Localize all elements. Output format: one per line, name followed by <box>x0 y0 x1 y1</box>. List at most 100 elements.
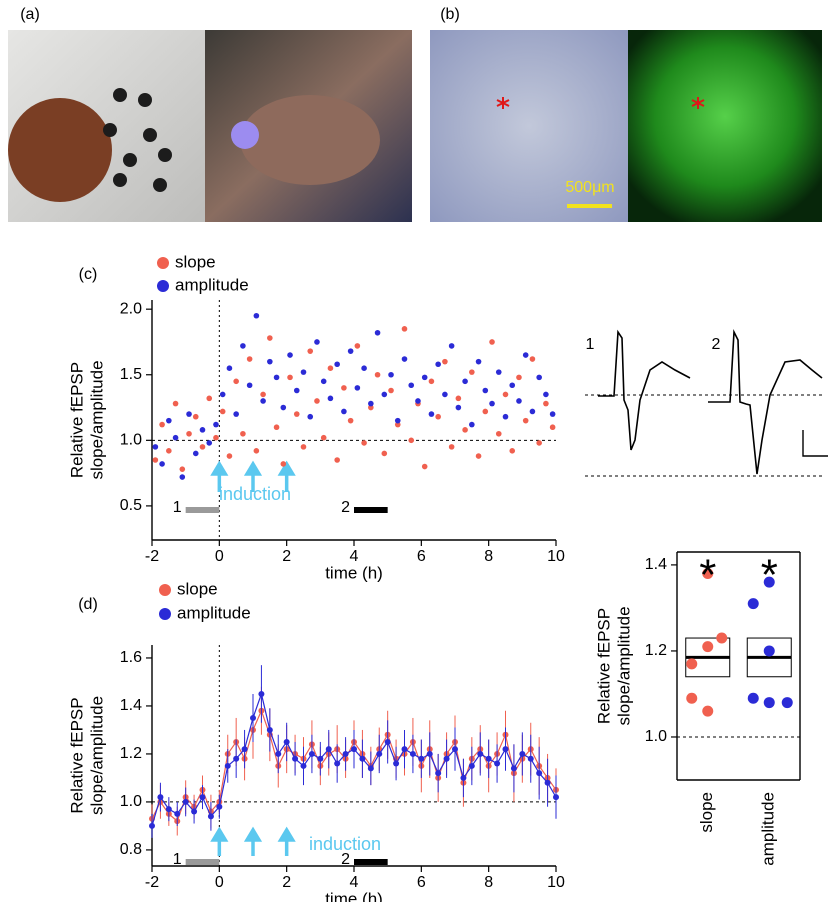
y-tick-label: 1.0 <box>645 728 667 745</box>
data-point <box>536 374 542 381</box>
data-point <box>495 430 502 437</box>
legend-label: amplitude <box>175 275 249 294</box>
y-tick-label: 1.4 <box>645 556 667 573</box>
data-point <box>317 755 324 762</box>
data-point <box>280 404 287 411</box>
legend-marker <box>157 257 169 269</box>
scale-bar-label: 500μm <box>565 179 614 196</box>
data-point <box>152 444 159 450</box>
trace-label: 1 <box>586 336 595 353</box>
legend-label: slope <box>175 252 216 271</box>
data-point <box>448 343 455 349</box>
data-point <box>469 369 475 375</box>
data-point <box>186 430 192 437</box>
significance: * <box>699 551 716 600</box>
trace <box>708 328 823 475</box>
data-point <box>320 378 327 385</box>
data-point <box>250 714 256 721</box>
data-point <box>267 335 273 341</box>
data-point <box>267 358 273 365</box>
data-point <box>224 762 231 769</box>
data-point <box>159 461 165 467</box>
data-point <box>426 750 433 757</box>
y-tick-label: 0.5 <box>120 497 142 514</box>
data-point <box>174 810 181 817</box>
data-point <box>381 391 388 398</box>
data-point <box>233 378 239 385</box>
data-point <box>544 779 551 786</box>
data-point <box>199 794 206 801</box>
data-point <box>166 417 172 424</box>
data-point <box>510 765 517 772</box>
data-point <box>388 371 394 378</box>
data-point <box>415 398 421 404</box>
panel-label: (b) <box>440 6 460 23</box>
period-label: 1 <box>173 499 182 516</box>
data-point <box>273 374 280 381</box>
y-tick-label: 1.4 <box>120 697 142 714</box>
data-point <box>320 434 327 441</box>
induction-label: induction <box>309 834 381 854</box>
data-point <box>747 598 759 610</box>
induction-arrow <box>210 826 229 856</box>
data-point <box>455 404 462 411</box>
data-point <box>519 750 526 757</box>
data-point <box>686 692 698 704</box>
data-point <box>165 806 172 813</box>
category-label: amplitude <box>759 792 778 866</box>
data-point <box>213 434 219 441</box>
y-tick-label: 1.2 <box>645 642 667 659</box>
induction-label: induction <box>219 484 291 504</box>
data-point <box>502 746 509 753</box>
panel-label: (c) <box>79 266 98 283</box>
site-marker <box>691 97 705 109</box>
data-point <box>266 726 273 733</box>
induction-arrow <box>243 826 263 856</box>
data-point <box>393 760 400 767</box>
data-point <box>686 658 698 670</box>
data-point <box>408 382 415 389</box>
data-point <box>442 391 448 398</box>
data-point <box>166 448 172 454</box>
y-tick-label: 2.0 <box>120 300 142 317</box>
data-point <box>260 391 266 398</box>
data-point <box>469 421 475 428</box>
data-point <box>351 746 357 753</box>
x-tick-label: 10 <box>547 874 565 891</box>
data-point <box>485 755 492 762</box>
legend-marker <box>159 608 171 620</box>
data-point <box>199 427 206 433</box>
data-point <box>401 746 408 753</box>
data-point <box>543 391 549 398</box>
y-tick-label: 1.6 <box>120 649 142 666</box>
data-point <box>455 395 462 402</box>
x-tick-label: 2 <box>282 874 291 891</box>
data-point <box>529 356 536 362</box>
data-point <box>233 411 239 417</box>
period-label: 1 <box>173 851 182 868</box>
data-point <box>482 387 489 394</box>
data-point <box>347 417 354 424</box>
data-point <box>384 738 391 745</box>
x-axis-label: time (h) <box>325 563 383 582</box>
data-point <box>314 339 320 345</box>
data-point <box>359 755 366 762</box>
data-point <box>702 705 714 717</box>
data-point <box>354 343 361 349</box>
data-point <box>549 424 556 431</box>
data-point <box>293 411 300 417</box>
data-point <box>516 374 522 381</box>
data-point <box>152 457 159 463</box>
x-tick-label: -2 <box>145 548 159 565</box>
data-point <box>536 770 543 777</box>
data-point <box>536 440 542 446</box>
data-point <box>522 417 529 424</box>
legend-label: slope <box>177 579 218 598</box>
induction-arrow <box>277 460 296 492</box>
data-point <box>388 387 394 394</box>
mouse <box>240 95 380 185</box>
data-point <box>327 365 334 371</box>
data-point <box>716 632 728 644</box>
data-point <box>253 312 260 319</box>
x-tick-label: 4 <box>350 548 359 565</box>
